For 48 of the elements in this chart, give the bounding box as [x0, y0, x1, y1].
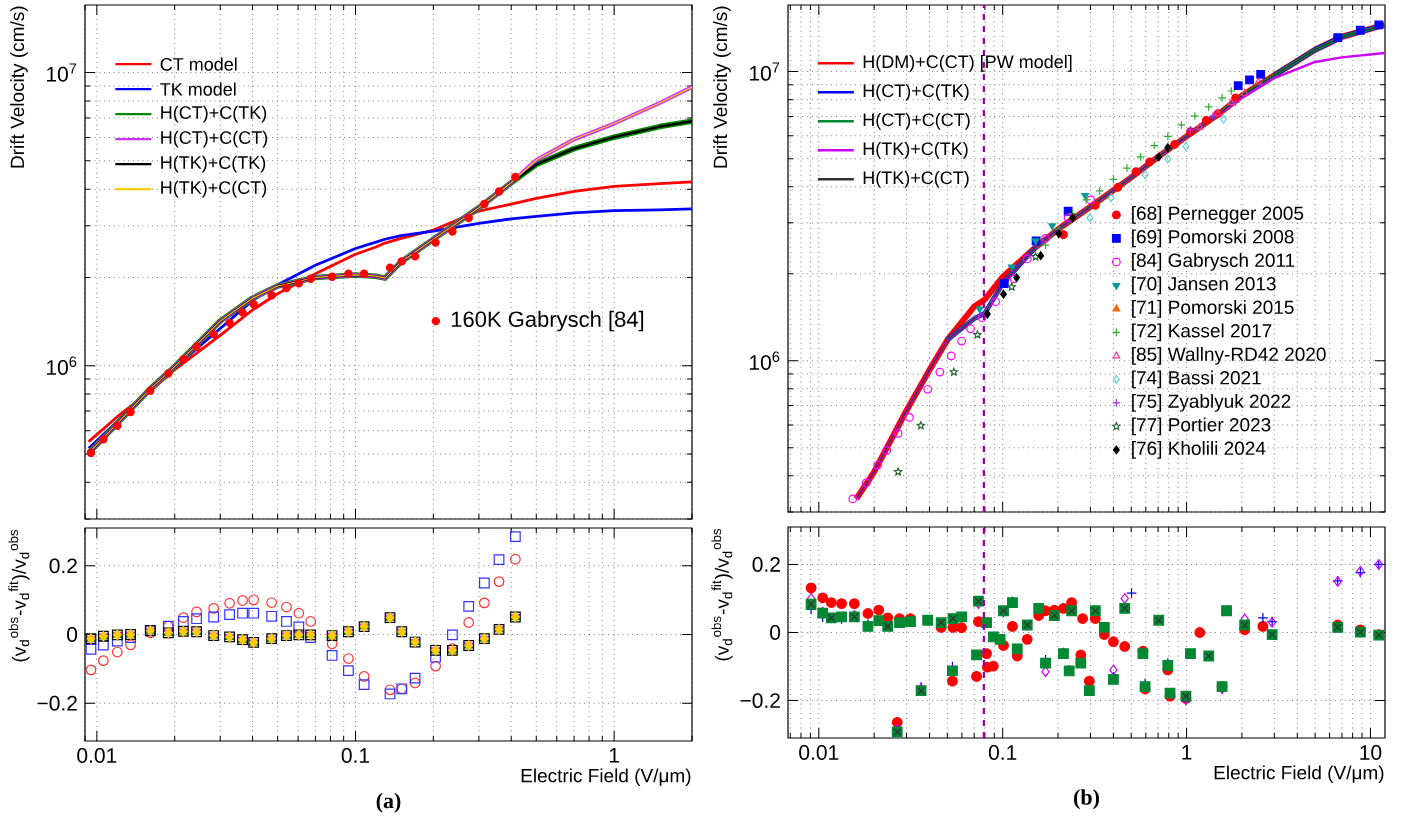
legend-label: [69] Pomorski 2008 [1132, 229, 1294, 248]
x-tick-label: 1 [1182, 745, 1192, 760]
legend-label: [77] Portier 2023 [1132, 417, 1271, 436]
y-tick-label: 0.2 [752, 557, 780, 572]
y-tick-label: 0 [770, 625, 781, 640]
legend-label: H(TK)+C(TK) [161, 155, 266, 173]
y-tick-label: 10$^{6}$ [750, 351, 780, 370]
legend-label: [85] Wallny-RD42 2020 [1132, 347, 1326, 365]
y-tick-label: −0.2 [740, 693, 780, 709]
y-tick-label: −0.2 [37, 695, 77, 711]
legend-label: H(TK)+C(TK) [863, 141, 968, 159]
x-tick-label: 1 [609, 748, 619, 763]
legend-label: H(TK)+C(CT) [863, 170, 969, 188]
text: (v$_{d}$$^{obs}$-v$_{d}$$^{fit}$)/v$_{d}$obs [8, 529, 30, 662]
legend-label: [71] Pomorski 2015 [1132, 300, 1294, 318]
x-tick-label: 10 [1360, 745, 1382, 760]
y-axis-title: Drift Velocity (cm/s) [713, 6, 731, 168]
legend-label: H(CT)+C(CT) [863, 112, 970, 130]
text: (b) [1074, 789, 1099, 810]
legend-label: [68] Pernegger 2005 [1132, 206, 1304, 224]
legend-label: [74] Bassi 2021 [1132, 370, 1261, 389]
y-tick-label: 10$^{7}$ [750, 62, 780, 81]
x-tick-label: 0.01 [799, 745, 839, 760]
legend-label: [75] Zyablyuk 2022 [1132, 394, 1291, 412]
legend-label: H(CT)+C(TK) [161, 105, 267, 123]
legend-label: [72] Kassel 2017 [1132, 323, 1272, 342]
legend-label: [70] Jansen 2013 [1132, 276, 1276, 295]
x-tick-label: 0.01 [77, 748, 117, 763]
y-axis-title: Drift Velocity (cm/s) [10, 6, 28, 168]
x-tick-label: 0.1 [988, 745, 1017, 760]
x-tick-label: 0.1 [341, 748, 370, 763]
text: (v$_{d}$$^{obs}$-v$_{d}$$^{fit}$)/v$_{d}$obs [711, 528, 733, 661]
legend-label: H(CT)+C(CT) [161, 130, 268, 148]
text: (a) [376, 792, 401, 813]
y-tick-label: 0 [67, 627, 78, 642]
legend-label: [76] Kholili 2024 [1132, 441, 1266, 459]
y-tick-label: 0.2 [49, 558, 77, 574]
legend-label: 160K Gabrysch [84] [451, 310, 644, 332]
legend-label: TK model [160, 82, 236, 96]
legend-label: [84] Gabrysch 2011 [1132, 253, 1295, 271]
y-tick-label: 10$^{7}$ [47, 63, 77, 82]
x-axis-title: Electric Field (V/μm) [521, 768, 691, 787]
legend-label: CT model [160, 57, 237, 71]
legend-label: H(TK)+C(CT) [161, 180, 267, 198]
y-tick-label: 10$^{6}$ [47, 356, 77, 375]
legend-label: H(DM)+C(CT) [PW model] [863, 54, 1072, 72]
legend-label: H(CT)+C(TK) [863, 83, 969, 101]
x-axis-title: Electric Field (V/μm) [1214, 765, 1384, 784]
